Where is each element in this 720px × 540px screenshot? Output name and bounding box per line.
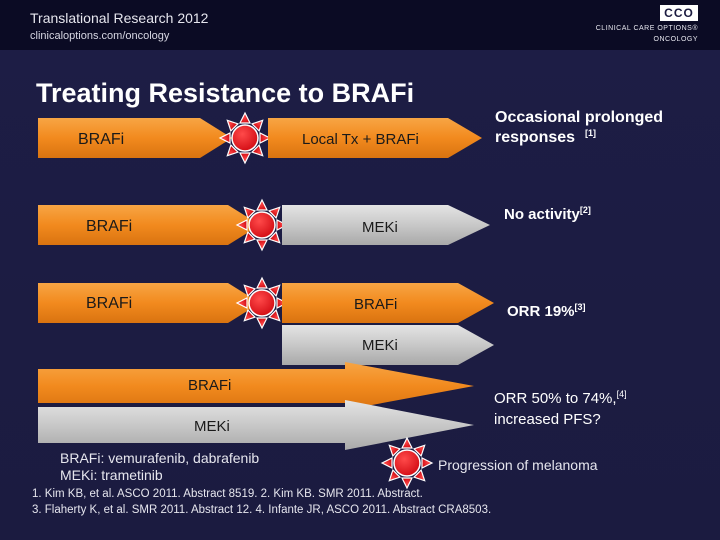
row3-ref: [3] [574,302,586,312]
row4-ref: [4] [616,389,627,399]
row2-arrow-meki-label: MEKi [362,219,398,236]
progression-legend-label: Progression of melanoma [438,457,598,473]
reference-line-2: 3. Flaherty K, et al. SMR 2011. Abstract… [32,504,492,516]
row4-outcome: ORR 50% to 74%,[4] increased PFS? [494,384,627,430]
row2-outcome: No activity[2] [504,205,591,223]
row2-outcome-text: No activity [504,206,580,223]
row1-arrow-localtx [268,118,482,158]
row1-ref: [1] [585,128,596,138]
logo-main-text: CLINICAL CARE OPTIONS® [595,25,698,32]
logo-box: CCO [660,5,698,21]
row3-starburst-icon [236,277,288,329]
header-title: Translational Research 2012 [30,10,209,26]
row2-arrow-braf-label: BRAFi [86,218,132,235]
row3-arrow-braf-label: BRAFi [86,295,132,312]
row3-outcome-text: ORR 19% [507,303,575,320]
row2-arrow-meki [282,205,490,245]
reference-line-1: 1. Kim KB, et al. ASCO 2011. Abstract 85… [32,488,423,500]
braf-definition: BRAFi: vemurafenib, dabrafenib [60,450,260,466]
row3-arrow-meki [282,325,494,365]
row2-arrow-braf [38,205,260,245]
mek-definition: MEKi: trametinib [60,467,163,483]
row4-arrow-braf [38,362,474,410]
row4-outcome-line2: increased PFS? [494,411,601,428]
legend-starburst-icon [381,437,433,489]
row3-outcome: ORR 19%[3] [507,302,586,320]
clinical-care-options-logo: CCO CLINICAL CARE OPTIONS® ONCOLOGY [596,5,700,47]
row1-arrow-braf [38,118,232,158]
row1-outcome: Occasional prolonged responses [1] [495,108,700,148]
logo-sub-text: ONCOLOGY [653,36,698,43]
row1-outcome-text: Occasional prolonged responses [495,109,664,146]
row3-arrow-meki-label: MEKi [362,337,398,354]
row3-arrow-braf2-label: BRAFi [354,296,397,313]
header-url: clinicaloptions.com/oncology [30,30,170,42]
row1-arrow-localtx-label: Local Tx + BRAFi [302,131,419,148]
row2-ref: [2] [579,205,591,215]
row1-starburst-icon [219,112,271,164]
row4-arrow-meki [38,400,474,450]
row2-starburst-icon [236,199,288,251]
row4-arrow-meki-label: MEKi [194,418,230,435]
row3-arrow-braf [38,283,260,323]
row4-arrow-braf-label: BRAFi [188,377,231,394]
slide-title: Treating Resistance to BRAFi [36,78,415,108]
row1-arrow-braf-label: BRAFi [78,131,124,148]
row4-outcome-line1: ORR 50% to 74%, [494,390,617,407]
row3-arrow-braf2 [282,283,494,323]
